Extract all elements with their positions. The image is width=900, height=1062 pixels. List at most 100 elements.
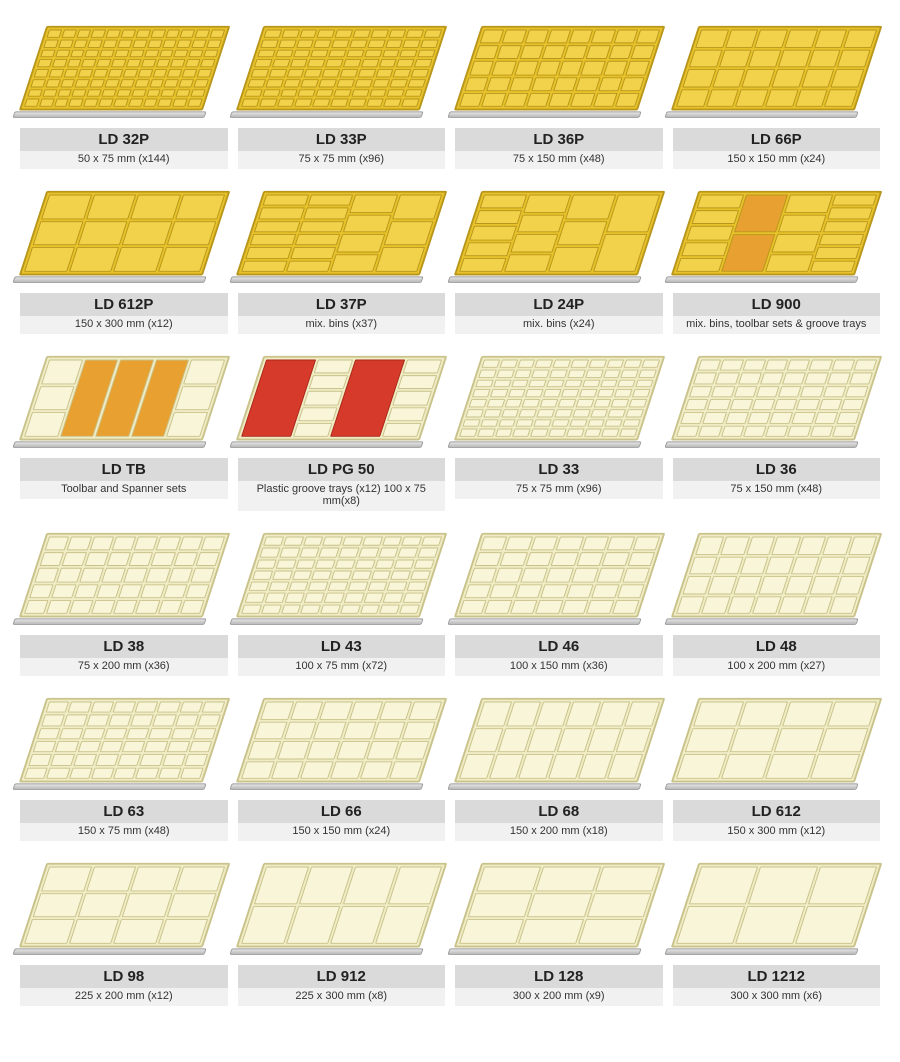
product-description: 300 x 200 mm (x9) xyxy=(455,988,663,1006)
compartment xyxy=(540,399,558,407)
compartment xyxy=(501,409,519,417)
compartment xyxy=(77,221,127,246)
compartment xyxy=(401,99,419,107)
compartment xyxy=(131,89,146,97)
compartment xyxy=(564,379,582,387)
product-description: 100 x 200 mm (x27) xyxy=(673,658,881,676)
compartment xyxy=(70,49,85,57)
tray-illustration xyxy=(459,346,659,454)
compartment xyxy=(606,360,624,368)
compartment xyxy=(128,552,153,566)
tray-illustration xyxy=(241,688,441,796)
compartment xyxy=(632,537,660,551)
compartment xyxy=(575,77,600,91)
compartment xyxy=(535,360,553,368)
compartment xyxy=(285,593,306,602)
compartment xyxy=(770,412,794,423)
compartment xyxy=(162,39,177,47)
compartment xyxy=(397,59,415,67)
compartment xyxy=(37,59,52,67)
compartment xyxy=(103,728,127,739)
compartment xyxy=(157,919,207,944)
compartment xyxy=(514,61,539,75)
compartment xyxy=(83,99,98,107)
compartment xyxy=(162,754,186,765)
compartment xyxy=(693,702,743,727)
compartment xyxy=(316,89,334,97)
compartment xyxy=(698,360,722,371)
compartment xyxy=(371,30,389,38)
compartment xyxy=(157,247,207,272)
compartment xyxy=(55,741,79,752)
compartment xyxy=(200,537,225,551)
compartment xyxy=(685,728,735,753)
product-description: 75 x 150 mm (x48) xyxy=(673,481,881,499)
compartment xyxy=(348,99,366,107)
compartment xyxy=(561,389,579,397)
compartment xyxy=(166,893,216,918)
compartment xyxy=(545,568,573,582)
compartment xyxy=(24,600,49,614)
compartment xyxy=(252,570,273,579)
compartment xyxy=(76,30,91,38)
product-cell: LD 66P150 x 150 mm (x24) xyxy=(673,16,881,169)
product-code: LD 33 xyxy=(455,458,663,481)
compartment xyxy=(33,69,48,77)
compartment xyxy=(39,99,54,107)
compartment xyxy=(615,93,640,107)
compartment xyxy=(738,702,788,727)
product-cell: LD 912225 x 300 mm (x8) xyxy=(238,853,446,1006)
compartment xyxy=(622,568,650,582)
compartment xyxy=(167,69,182,77)
compartment xyxy=(182,69,197,77)
product-description: Toolbar and Spanner sets xyxy=(20,481,228,499)
compartment xyxy=(525,552,553,566)
compartment xyxy=(328,582,349,591)
compartment xyxy=(376,69,394,77)
compartment xyxy=(504,399,522,407)
compartment xyxy=(613,30,638,44)
compartment xyxy=(77,741,101,752)
compartment xyxy=(98,99,113,107)
compartment xyxy=(78,69,93,77)
compartment xyxy=(527,893,592,918)
compartment xyxy=(585,369,603,377)
compartment xyxy=(319,548,340,557)
compartment xyxy=(113,600,138,614)
product-description: 150 x 150 mm (x24) xyxy=(673,151,881,169)
compartment xyxy=(165,30,180,38)
product-code: LD 612 xyxy=(673,800,881,823)
compartment xyxy=(496,369,514,377)
compartment xyxy=(500,552,528,566)
compartment xyxy=(355,559,376,568)
compartment xyxy=(84,552,109,566)
compartment xyxy=(137,69,152,77)
compartment xyxy=(340,69,358,77)
product-description: 75 x 150 mm (x48) xyxy=(455,151,663,169)
compartment xyxy=(117,39,132,47)
compartment xyxy=(287,69,305,77)
product-cell: LD 33P75 x 75 mm (x96) xyxy=(238,16,446,169)
compartment xyxy=(155,59,170,67)
compartment xyxy=(42,89,57,97)
compartment xyxy=(734,386,758,397)
product-cell: LD PG 50Plastic groove trays (x12) 100 x… xyxy=(238,346,446,511)
compartment xyxy=(298,89,316,97)
compartment xyxy=(91,600,116,614)
compartment xyxy=(373,721,407,739)
compartment xyxy=(268,582,289,591)
product-cell: LD 43100 x 75 mm (x72) xyxy=(238,523,446,676)
compartment xyxy=(685,399,709,410)
compartment xyxy=(536,409,554,417)
compartment xyxy=(711,386,735,397)
product-code: LD 33P xyxy=(238,128,446,151)
compartment xyxy=(41,195,91,220)
compartment xyxy=(596,389,614,397)
compartment xyxy=(324,593,345,602)
compartment xyxy=(408,79,426,87)
compartment xyxy=(782,373,806,384)
compartment xyxy=(387,582,408,591)
product-description: 150 x 200 mm (x18) xyxy=(455,823,663,841)
compartment xyxy=(805,373,829,384)
compartment xyxy=(808,49,842,67)
